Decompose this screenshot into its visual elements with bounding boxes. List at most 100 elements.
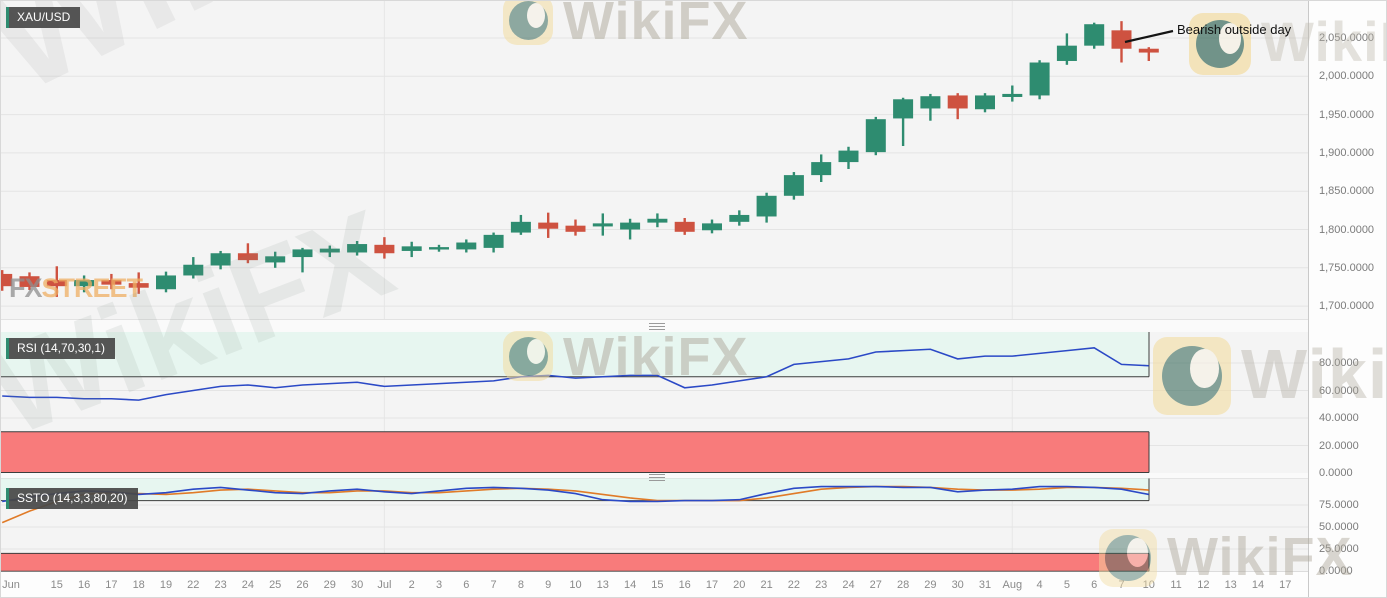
price-tick-label: 1,850.0000 bbox=[1319, 185, 1375, 198]
candle-body[interactable] bbox=[101, 280, 122, 285]
candle-body[interactable] bbox=[237, 253, 258, 261]
ssto-tick-label: 75.0000 bbox=[1319, 499, 1359, 511]
ssto-lines bbox=[1, 485, 1149, 524]
price-axis[interactable]: 2,050.0000 2,000.0000 1,950.0000 1,900.0000… bbox=[1308, 1, 1386, 597]
time-tick-label: 31 bbox=[978, 579, 992, 591]
candle-body[interactable] bbox=[1056, 45, 1077, 61]
candle-body[interactable] bbox=[46, 280, 67, 287]
time-tick-label: 16 bbox=[77, 579, 91, 591]
candle-body[interactable] bbox=[647, 218, 668, 223]
rsi-tick-label: 80.0000 bbox=[1319, 357, 1359, 369]
candle-body[interactable] bbox=[183, 264, 204, 276]
time-tick-label: 22 bbox=[187, 579, 200, 591]
time-tick-label: 4 bbox=[1036, 579, 1043, 591]
ssto-indicator-label[interactable]: SSTO (14,3,3,80,20) bbox=[6, 488, 138, 509]
candle-body[interactable] bbox=[265, 256, 286, 263]
time-tick-label: 30 bbox=[951, 579, 964, 591]
time-tick-label: 14 bbox=[1251, 579, 1265, 591]
candle-body[interactable] bbox=[156, 275, 176, 290]
candle-body[interactable] bbox=[729, 214, 750, 222]
candle-body[interactable] bbox=[674, 221, 695, 232]
rsi-line bbox=[2, 347, 1149, 401]
candle-body[interactable] bbox=[783, 175, 804, 196]
candlestick-series[interactable] bbox=[1, 21, 1159, 297]
candle-body[interactable] bbox=[920, 96, 941, 109]
price-tick-label: 1,800.0000 bbox=[1319, 223, 1375, 236]
time-tick-label: 7 bbox=[490, 579, 497, 591]
ssto-tick-label: 25.0000 bbox=[1319, 543, 1359, 555]
time-tick-label: 18 bbox=[132, 579, 145, 591]
candle-body[interactable] bbox=[975, 95, 995, 110]
time-tick-label: 24 bbox=[241, 579, 255, 591]
candle-body[interactable] bbox=[947, 95, 968, 109]
time-tick-label: 30 bbox=[350, 579, 364, 591]
candle-body[interactable] bbox=[811, 162, 832, 176]
time-axis[interactable]: Jun 15 16 17 18 19 22 23 24 25 26 29 30 Jul 2 3 6 7 8 9 10 13… bbox=[1, 572, 1308, 597]
candle-body[interactable] bbox=[347, 244, 368, 253]
candle-body[interactable] bbox=[1029, 62, 1050, 96]
candle-body[interactable] bbox=[1084, 24, 1105, 46]
candle-body[interactable] bbox=[838, 150, 859, 163]
time-tick-label: 17 bbox=[1279, 579, 1292, 591]
chart-canvas[interactable] bbox=[1, 1, 1387, 572]
time-tick-label: 14 bbox=[623, 579, 637, 591]
time-tick-label: 23 bbox=[214, 579, 227, 591]
time-tick-label: 12 bbox=[1197, 579, 1210, 591]
rsi-indicator-label[interactable]: RSI (14,70,30,1) bbox=[6, 338, 116, 359]
time-tick-label: 13 bbox=[1224, 579, 1237, 591]
candle-body[interactable] bbox=[374, 244, 395, 254]
candle-body[interactable] bbox=[456, 242, 477, 250]
candle-body[interactable] bbox=[210, 253, 231, 266]
time-tick-label: 13 bbox=[596, 579, 609, 591]
candle-body[interactable] bbox=[1, 273, 13, 287]
panel-resize-handle-icon[interactable] bbox=[649, 474, 665, 481]
candle-body[interactable] bbox=[756, 195, 777, 217]
time-tick-label: 6 bbox=[1091, 579, 1098, 591]
rsi-tick-label: 20.0000 bbox=[1319, 439, 1359, 452]
time-tick-label: 19 bbox=[159, 579, 173, 591]
time-tick-label: 20 bbox=[733, 579, 746, 591]
rsi-tick-label: 40.0000 bbox=[1319, 412, 1359, 424]
annotation-bearish-outside-day[interactable]: Bearish outside day bbox=[1177, 22, 1292, 37]
candle-body[interactable] bbox=[1111, 30, 1132, 49]
candle-body[interactable] bbox=[592, 223, 613, 227]
time-tick-label: 26 bbox=[296, 579, 309, 591]
time-tick-label: 9 bbox=[545, 579, 552, 591]
time-tick-label: Jun bbox=[2, 579, 20, 591]
price-tick-label: 1,700.0000 bbox=[1319, 300, 1375, 313]
candle-body[interactable] bbox=[865, 119, 886, 153]
symbol-label-chip: XAU/USD bbox=[6, 7, 81, 28]
rsi-tick-label: 0.0000 bbox=[1319, 467, 1353, 479]
time-tick-label: 3 bbox=[435, 579, 443, 591]
time-tick-label: 21 bbox=[760, 579, 773, 591]
candle-body[interactable] bbox=[429, 247, 449, 250]
candle-body[interactable] bbox=[620, 222, 641, 230]
time-tick-label: 2 bbox=[408, 579, 415, 591]
candle-body[interactable] bbox=[1138, 48, 1159, 53]
candle-body[interactable] bbox=[19, 276, 40, 287]
ssto-tick-label: 50.0000 bbox=[1319, 521, 1359, 533]
candle-body[interactable] bbox=[483, 234, 504, 248]
candle-body[interactable] bbox=[319, 248, 340, 253]
candle-body[interactable] bbox=[565, 225, 586, 232]
candle-body[interactable] bbox=[538, 222, 559, 229]
candle-body[interactable] bbox=[128, 283, 149, 288]
panel-resize-handle-icon[interactable] bbox=[649, 323, 665, 330]
candle-body[interactable] bbox=[401, 246, 422, 251]
candle-body[interactable] bbox=[702, 223, 722, 231]
candle-body[interactable] bbox=[510, 221, 531, 233]
time-tick-label: 6 bbox=[463, 579, 470, 591]
time-tick-label: Aug bbox=[1002, 579, 1023, 591]
time-tick-label: 11 bbox=[1170, 579, 1182, 591]
price-tick-label: 2,050.0000 bbox=[1319, 32, 1375, 44]
candle-body[interactable] bbox=[893, 99, 914, 119]
ssto-K-line bbox=[2, 485, 1149, 503]
time-tick-label: 22 bbox=[787, 579, 801, 591]
candle-body[interactable] bbox=[74, 280, 95, 287]
time-tick-label: 10 bbox=[569, 579, 582, 591]
time-tick-label: 5 bbox=[1063, 579, 1070, 591]
time-tick-label: 29 bbox=[924, 579, 937, 591]
candle-body[interactable] bbox=[1002, 93, 1023, 97]
candle-body[interactable] bbox=[292, 249, 313, 258]
